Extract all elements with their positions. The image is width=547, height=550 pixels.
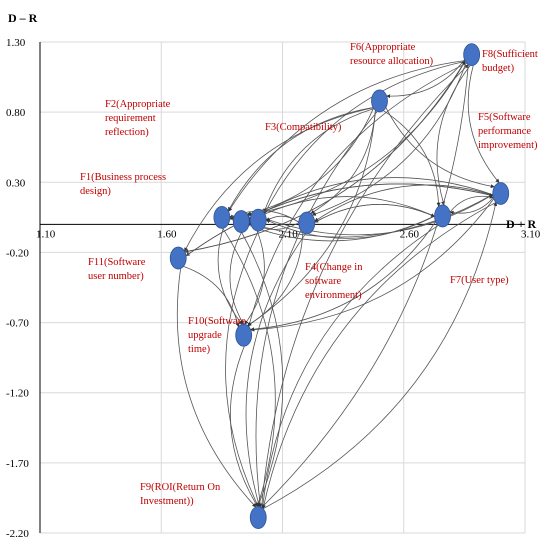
label-f3: F3(Compatibility) [265,122,342,133]
influence-arrow-f7-to-f5 [449,194,494,213]
influence-arrow-f4-to-f9 [245,233,306,508]
x-tick-label: 2.60 [400,228,420,240]
influence-arrow-f9-to-f8 [261,64,469,508]
influence-arrow-f2-to-f9 [241,232,284,507]
influence-arrow-f8-to-f1 [228,60,465,212]
node-f6 [371,89,388,113]
influence-arrow-f5-to-f1 [229,194,493,238]
x-tick-label: 2.10 [279,228,299,240]
influence-arrow-f6-to-f11 [184,107,374,252]
node-f1 [213,205,231,229]
influence-arrow-f5-to-f3 [265,194,494,236]
label-f11: F11(Software user number) [88,257,146,282]
influence-arrow-f7-to-f2 [248,196,435,222]
y-tick-label: -0.20 [6,247,29,259]
y-tick-label: 0.80 [6,107,26,119]
x-tick-label: 1.60 [157,228,177,240]
influence-arrows [176,59,500,510]
influence-arrow-f2-to-f10 [229,232,244,325]
label-f9: F9(ROI(Return On Investment)) [140,482,221,507]
influence-arrow-f10-to-f9 [229,346,258,507]
node-f4 [298,211,316,235]
influence-arrow-f5-to-f10 [250,198,495,332]
influence-arrow-f11-to-f8 [184,60,466,253]
influence-arrow-f6-to-f7 [383,110,441,207]
y-tick-label: 1.30 [6,37,26,49]
factor-nodes [169,43,510,529]
node-f10 [235,323,253,347]
influence-arrow-f11-to-f10 [183,266,240,328]
x-axis-title: D + R [506,217,537,231]
node-f9 [249,506,267,529]
influence-arrow-f8-to-f5 [467,65,500,184]
influence-arrow-f5-to-f7 [449,197,494,215]
node-f11 [169,246,187,270]
influence-arrow-f6-to-f4 [310,110,376,214]
y-axis-title: D – R [8,11,38,25]
y-tick-label: -1.20 [6,388,29,400]
label-f10: F10(Software upgrade time) [188,316,246,355]
node-f5 [492,182,510,205]
node-f7 [434,204,451,228]
influence-arrow-f11-to-f5 [185,183,494,257]
influence-arrow-f6-to-f2 [246,108,374,216]
y-tick-label: -2.20 [6,528,29,540]
influence-arrow-f4-to-f10 [247,232,304,326]
factor-labels: F1(Business process design) F2(Appropriate… [80,42,538,507]
x-tick-label: 3.10 [521,228,541,240]
influence-arrow-f7-to-f10 [250,221,437,332]
influence-arrow-f7-to-f9 [260,224,439,509]
influence-arrow-f4-to-f7 [314,204,435,223]
influence-arrow-f5-to-f2 [248,177,493,221]
node-f2 [232,210,250,233]
label-f2: F2(Appropriate requirement reflection) [105,99,171,138]
label-f6: F6(Appropriate resource allocation) [350,42,434,67]
influence-arrow-f6-to-f9 [255,111,378,508]
influence-arrow-f8-to-f7 [436,65,471,206]
y-tick-label: -1.70 [6,458,29,470]
x-tick-label: 1.10 [36,228,56,240]
influence-arrow-f3-to-f9 [225,231,259,507]
node-f8 [463,43,481,67]
influence-arrow-f9-to-f5 [262,201,498,510]
node-f3 [249,208,267,232]
label-f8: F8(Sufficient budget) [482,49,538,74]
label-f7: F7(User type) [450,275,509,286]
influence-arrow-f6-to-f5 [385,107,495,189]
label-f4: F4(Change in software environment) [305,262,363,301]
label-f5: F5(Software performance improvement) [478,112,538,151]
influence-arrow-f4-to-f3 [265,215,300,223]
influence-arrow-f6-to-f1 [227,107,374,212]
influence-arrow-f5-to-f4 [314,184,493,222]
tick-labels: 1.30 0.80 0.30 -0.20 -0.70 -1.20 -1.70 -2.20 1.1… [6,37,541,540]
influence-arrow-f5-to-f9 [261,201,497,510]
influence-arrow-f6-to-f3 [263,108,374,213]
influence-arrow-f11-to-f9 [176,268,257,508]
influence-arrow-f1-to-f9 [222,228,276,507]
label-f1: F1(Business process design) [80,172,166,197]
y-tick-label: 0.30 [6,177,26,189]
y-tick-label: -0.70 [6,318,29,330]
influence-arrow-f6-to-f10 [247,110,376,327]
influence-arrow-f8-to-f9 [261,64,469,508]
influence-arrow-f8-to-f4 [311,62,467,216]
